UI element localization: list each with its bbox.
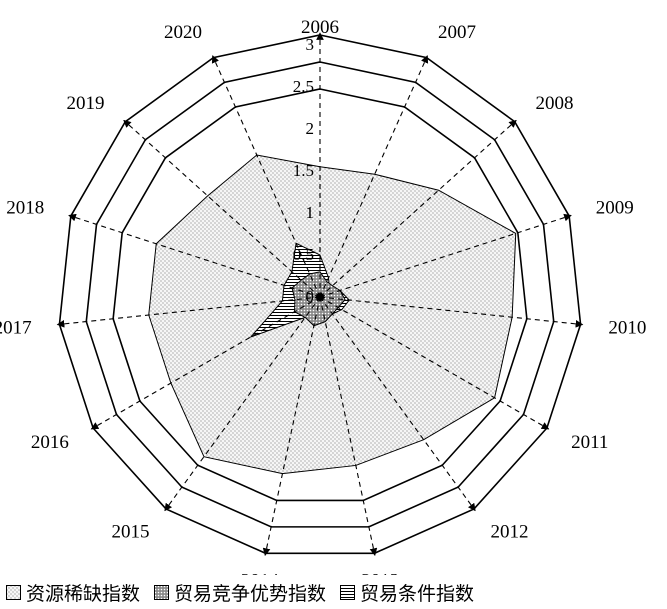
axis-spoke-2020 bbox=[211, 55, 321, 298]
legend-item-terms-of-trade: 贸易条件指数 bbox=[340, 579, 474, 606]
legend-swatch-crosshatch bbox=[154, 585, 170, 600]
category-label-2007: 2007 bbox=[438, 22, 476, 43]
radar-grid bbox=[58, 34, 582, 555]
legend-item-resource-scarcity: 资源稀缺指数 bbox=[6, 579, 140, 606]
axis-spoke-2009 bbox=[319, 213, 572, 298]
axis-spoke-2012 bbox=[319, 296, 476, 512]
radial-tick-label: 1.5 bbox=[293, 161, 314, 180]
category-label-2016: 2016 bbox=[31, 432, 69, 453]
category-label-2020: 2020 bbox=[164, 22, 202, 43]
axis-spoke-2015 bbox=[164, 296, 321, 512]
category-label-2006: 2006 bbox=[301, 17, 339, 38]
legend-label: 资源稀缺指数 bbox=[26, 583, 141, 605]
category-label-2010: 2010 bbox=[608, 317, 646, 338]
radar-chart: 00.511.522.53 2006 2007200820092010201120… bbox=[0, 17, 646, 575]
radial-tick-label: 3 bbox=[306, 35, 315, 54]
axis-spoke-2007 bbox=[319, 55, 429, 298]
radial-tick-label: 1 bbox=[306, 203, 315, 222]
grid-ring-2 bbox=[112, 88, 528, 502]
category-label-2018: 2018 bbox=[6, 197, 44, 218]
grid-ring-1 bbox=[85, 61, 555, 528]
category-label-2013: 2013 bbox=[361, 571, 399, 575]
category-label-2014: 2014 bbox=[241, 571, 280, 575]
category-label-2015: 2015 bbox=[112, 522, 150, 543]
legend-swatch-hlines bbox=[340, 585, 356, 600]
legend: 资源稀缺指数 贸易竞争优势指数 贸易条件指数 bbox=[0, 576, 667, 609]
grid-ring-0 bbox=[58, 34, 582, 555]
axis-spoke-2013 bbox=[319, 296, 378, 556]
legend-label: 贸易条件指数 bbox=[360, 583, 475, 605]
category-label-2008: 2008 bbox=[536, 93, 574, 114]
radial-tick-label: 2.5 bbox=[293, 77, 314, 96]
legend-label: 贸易竞争优势指数 bbox=[174, 583, 327, 605]
category-label-2011: 2011 bbox=[571, 432, 608, 453]
axis-spoke-2010 bbox=[319, 296, 584, 328]
category-label-2012: 2012 bbox=[490, 522, 528, 543]
radial-tick-label: 0 bbox=[306, 287, 315, 306]
axis-spoke-2016 bbox=[90, 296, 321, 430]
axis-spoke-2008 bbox=[319, 119, 517, 298]
radar-axes bbox=[56, 32, 584, 556]
legend-swatch-dots bbox=[6, 585, 21, 600]
radial-tick-label: 2 bbox=[306, 119, 315, 138]
category-labels: 2006200720082009201020112012201320142015… bbox=[0, 17, 646, 575]
radial-tick-labels: 0 0.5 1 1.5 2 2.5 3 bbox=[293, 35, 314, 306]
category-label-2019: 2019 bbox=[66, 93, 104, 114]
radial-tick-label: 0.5 bbox=[293, 245, 314, 264]
legend-item-trade-competitiveness: 贸易竞争优势指数 bbox=[154, 579, 326, 606]
axis-spoke-2017 bbox=[56, 296, 321, 328]
axis-spoke-2019 bbox=[123, 119, 321, 298]
axis-spoke-2011 bbox=[319, 296, 550, 430]
category-label-2009: 2009 bbox=[596, 197, 634, 218]
category-label-2017: 2017 bbox=[0, 317, 32, 338]
axis-spoke-2018 bbox=[68, 213, 321, 298]
axis-spoke-2014 bbox=[262, 296, 321, 556]
